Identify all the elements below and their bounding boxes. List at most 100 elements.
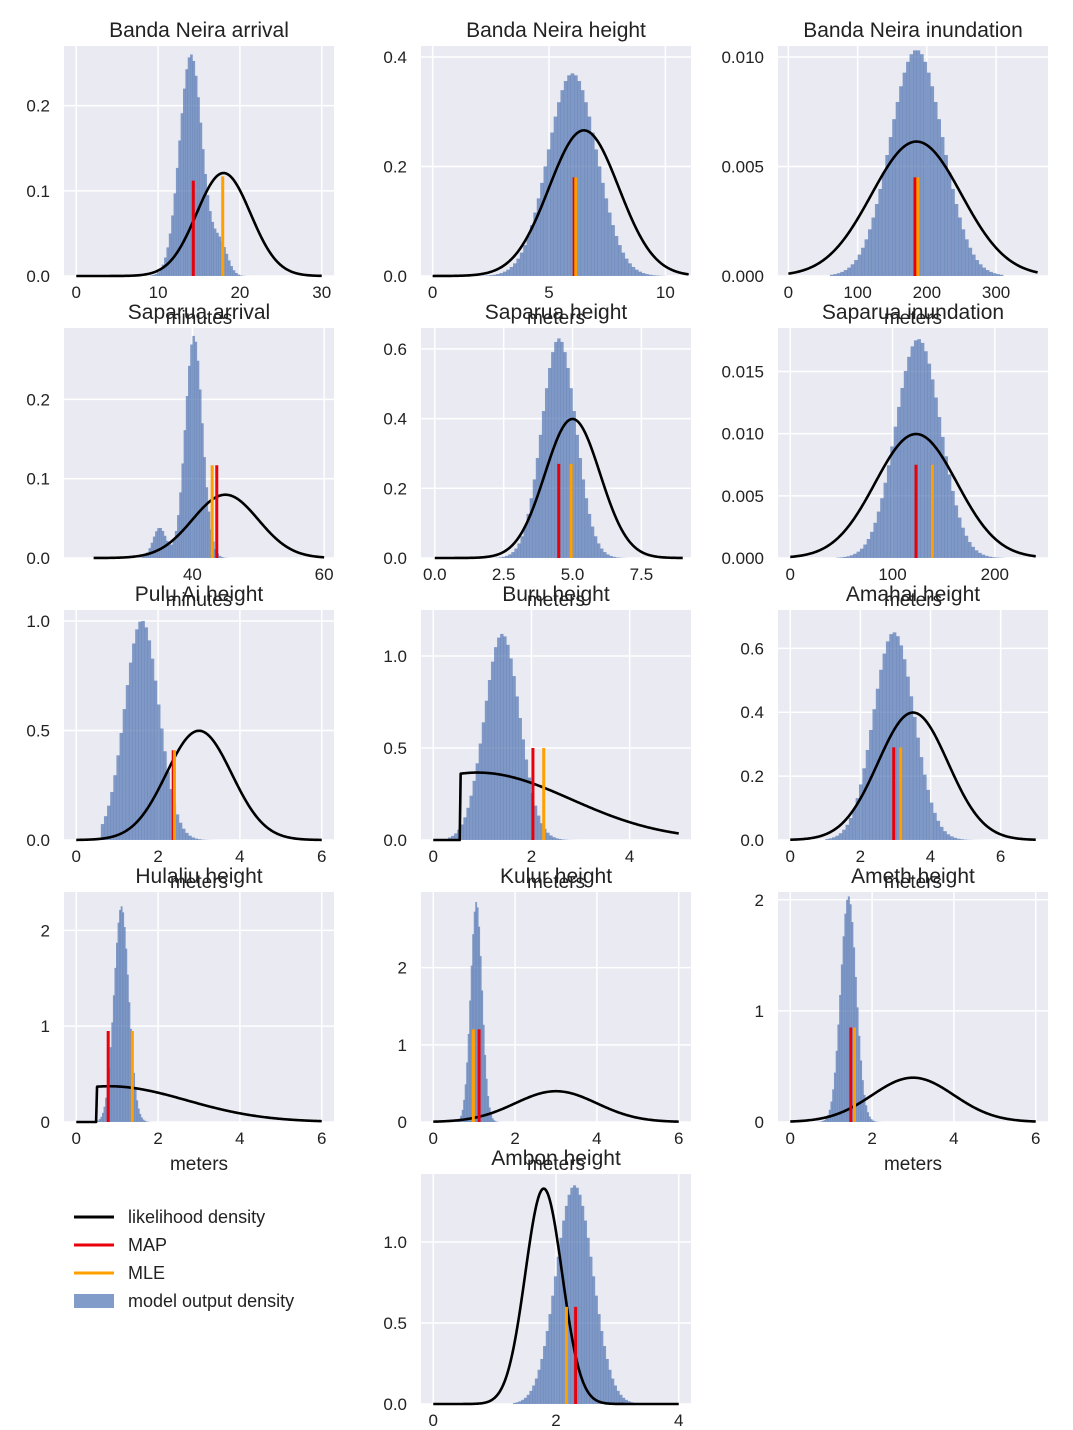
y-tick-label: 0.4 (383, 410, 407, 429)
hist-bar (964, 535, 969, 558)
hist-bar (532, 479, 537, 558)
hist-bar (178, 140, 181, 276)
likelihood-curve (75, 171, 323, 278)
hist-bar (567, 75, 571, 276)
y-tick-label: 0.2 (740, 767, 764, 786)
hist-bar (123, 927, 126, 1122)
hist-bar (862, 768, 867, 840)
hist-bar (577, 81, 582, 276)
subplot-title: Saparua height (485, 301, 628, 324)
y-tick-label: 0.2 (383, 479, 407, 498)
hist-bar (848, 818, 853, 840)
x-tick-label: 0 (428, 283, 437, 302)
hist-bar (619, 1394, 623, 1404)
hist-bar (902, 72, 907, 276)
hist-bar (590, 526, 595, 558)
hist-bar (497, 637, 501, 840)
hist-bar (614, 235, 619, 276)
hist-bar (836, 273, 841, 276)
hist-bar (535, 458, 540, 558)
hist-bar (601, 182, 605, 276)
hist-bar (906, 61, 910, 277)
hist-bar (655, 275, 659, 276)
hist-bar (135, 629, 139, 840)
legend-label-likelihood: likelihood density (128, 1206, 266, 1227)
legend-label-hist: model output density (128, 1290, 295, 1311)
hist-bar (543, 1346, 547, 1404)
y-tick-label: 0.6 (740, 639, 764, 658)
subplot-title: Banda Neira inundation (803, 19, 1023, 42)
hist-bar (934, 397, 938, 558)
x-axis-label: meters (527, 308, 585, 329)
hist-bar (479, 956, 482, 1122)
hist-bar (537, 1369, 541, 1404)
hist-bar (557, 338, 561, 558)
hist-bar (190, 344, 193, 558)
x-tick-label: 300 (982, 283, 1010, 302)
subplot-2: 0 5 10 0.0 0.2 0.4 Banda Neira height meters (383, 19, 691, 329)
hist-bar (563, 81, 568, 276)
subplot-title: Ambon height (491, 1147, 621, 1170)
x-tick-label: 2 (527, 847, 536, 866)
hist-bar (144, 1120, 146, 1122)
hist-bar (883, 482, 888, 558)
hist-bar (472, 934, 475, 1122)
hist-bar (849, 904, 852, 1122)
hist-bar (100, 824, 105, 840)
hist-bar (885, 155, 890, 276)
hist-bar (961, 527, 965, 558)
hist-bar (560, 90, 565, 277)
hist-bar (896, 636, 900, 840)
hist-bar (144, 555, 147, 558)
legend-line-map (74, 1243, 114, 1247)
hist-bar (600, 548, 604, 558)
y-tick-label: 0.0 (26, 831, 50, 850)
hist-bar (897, 406, 901, 558)
y-tick-label: 0.2 (26, 390, 50, 409)
hist-bar (949, 836, 954, 840)
x-tick-label: 0 (429, 847, 438, 866)
subplot-title: Pulu Ai height (135, 583, 264, 606)
hist-bar (543, 166, 548, 276)
hist-bar (216, 232, 219, 276)
likelihood-curve (75, 729, 323, 842)
hist-bar (192, 335, 195, 558)
hist-bar (485, 1078, 488, 1122)
hist-bar (893, 426, 898, 558)
hist-bar (991, 557, 996, 558)
x-tick-label: 10 (149, 283, 168, 302)
x-tick-label: 200 (981, 565, 1009, 584)
hist-bar (523, 1397, 527, 1404)
hist-bar (830, 1101, 833, 1122)
x-tick-label: 0 (72, 847, 81, 866)
hist-bar (580, 90, 585, 277)
likelihood-curve (93, 493, 325, 560)
y-tick-label: 0.005 (721, 157, 764, 176)
hist-bar (645, 274, 649, 276)
hist-bar (514, 548, 518, 558)
hist-bar (926, 72, 931, 276)
hist-bar (868, 229, 872, 276)
hist-bar (959, 839, 964, 840)
hist-bar (105, 1097, 107, 1122)
hist-bar (521, 1399, 525, 1404)
hist-bar (239, 275, 243, 276)
hist-bar (624, 258, 629, 276)
hist-bar (984, 555, 989, 558)
hist-bar (540, 1358, 544, 1404)
hist-bar (451, 835, 455, 840)
hist-bar (153, 680, 158, 840)
hist-bar (481, 990, 484, 1122)
x-tick-label: 6 (674, 1129, 683, 1148)
hist-bar (206, 195, 210, 276)
hist-bar (142, 1119, 145, 1122)
hist-bar (119, 732, 123, 840)
hist-bar (603, 552, 607, 558)
hist-bar (947, 172, 952, 276)
hist-bar (869, 729, 873, 840)
hist-bar (971, 546, 975, 558)
hist-bar (567, 1194, 571, 1404)
hist-bar (490, 1114, 493, 1122)
hist-bar (155, 531, 158, 558)
hist-bar (920, 342, 925, 558)
